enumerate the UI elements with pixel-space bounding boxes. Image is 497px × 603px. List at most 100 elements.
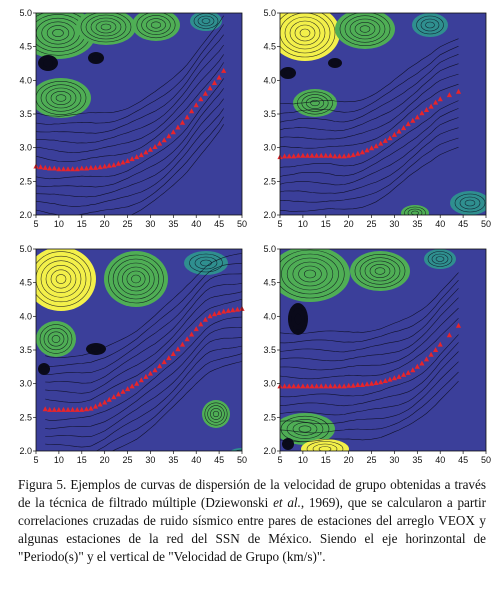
x-tick-40: 40 [435, 455, 445, 465]
y-tick-3.0: 3.0 [19, 143, 32, 153]
marker-1-22 [378, 140, 384, 146]
marker-1-24 [387, 135, 393, 141]
marker-0-23 [138, 152, 144, 158]
marker-3-36 [446, 332, 452, 338]
y-tick-4.0: 4.0 [19, 75, 32, 85]
x-tick-40: 40 [191, 219, 201, 229]
marker-0-39 [211, 80, 218, 85]
marker-2-41 [230, 307, 236, 313]
marker-3-2 [286, 383, 292, 389]
marker-1-13 [336, 153, 343, 159]
marker-1-16 [350, 152, 356, 158]
chart-bottom-right: 5 10 15 20 25 30 35 40 45 50 2.0 2.5 3.0 3.5 4.0 4.5 5.0 [263, 244, 491, 465]
y-tick-3.0: 3.0 [19, 379, 32, 389]
marker-1-20 [369, 145, 375, 151]
marker-0-26 [152, 144, 158, 149]
figure-caption: Figura 5. Ejemplos de curvas de dispersi… [18, 476, 486, 566]
marker-0-32 [179, 119, 186, 125]
contour-field [280, 249, 486, 451]
marker-2-21 [138, 377, 144, 383]
marker-0-25 [147, 146, 153, 152]
y-tick-3.0: 3.0 [263, 379, 276, 389]
marker-1-29 [410, 117, 416, 123]
marker-1-23 [382, 137, 388, 143]
chart-bottom-left: 5 10 15 20 25 30 35 40 45 50 2.0 2.5 3.0 3.5 4.0 4.5 5.0 [19, 244, 247, 465]
chart-top-right: 5 10 15 20 25 30 35 40 45 50 2.0 2.5 3.0 3.5 4.0 4.5 5.0 [263, 8, 491, 229]
marker-2-3 [56, 406, 62, 412]
marker-3-21 [373, 380, 379, 385]
marker-2-5 [65, 406, 71, 412]
marker-2-35 [202, 316, 208, 322]
marker-3-13 [336, 383, 343, 389]
y-tick-4.5: 4.5 [263, 278, 276, 288]
marker-2-14 [106, 396, 112, 402]
x-tick-20: 20 [100, 455, 110, 465]
x-tick-50: 50 [237, 219, 247, 229]
y-tick-2.0: 2.0 [263, 446, 276, 456]
panel-top-right: 5 10 15 20 25 30 35 40 45 50 2.0 2.5 3.0 3.5 4.0 4.5 5.0 [254, 7, 494, 235]
marker-2-20 [134, 380, 140, 386]
caption-etal: et al. [273, 495, 301, 510]
y-tick-3.5: 3.5 [263, 109, 276, 119]
x-tick-30: 30 [389, 219, 399, 229]
marker-3-10 [323, 383, 329, 389]
x-tick-45: 45 [214, 219, 224, 229]
x-tick-25: 25 [123, 219, 133, 229]
marker-2-32 [189, 331, 195, 337]
marker-1-17 [355, 150, 361, 156]
marker-1-18 [359, 149, 365, 155]
y-tick-2.5: 2.5 [263, 412, 276, 422]
marker-0-11 [83, 165, 89, 171]
marker-3-8 [314, 383, 320, 389]
marker-1-36 [446, 92, 452, 98]
marker-2-42 [234, 306, 240, 312]
y-tick-5.0: 5.0 [19, 244, 32, 254]
x-tick-25: 25 [367, 219, 377, 229]
marker-0-20 [125, 158, 131, 164]
x-tick-35: 35 [168, 455, 178, 465]
y-tick-4.0: 4.0 [263, 75, 276, 85]
marker-2-1 [47, 406, 53, 412]
marker-1-30 [414, 114, 420, 120]
marker-0-33 [184, 114, 190, 120]
marker-3-25 [391, 375, 397, 381]
marker-2-34 [198, 321, 204, 327]
marker-1-8 [314, 152, 320, 158]
marker-1-26 [396, 128, 402, 134]
marker-2-2 [51, 406, 57, 412]
caption-text-1: Figura 5. Ejemplos de curvas de dispersi… [18, 477, 486, 510]
marker-1-7 [309, 152, 315, 158]
marker-3-4 [295, 383, 301, 389]
marker-0-8 [70, 166, 76, 172]
marker-1-9 [318, 152, 324, 158]
x-tick-5: 5 [277, 455, 282, 465]
x-tick-25: 25 [367, 455, 377, 465]
panel-bottom-right: 5 10 15 20 25 30 35 40 45 50 2.0 2.5 3.0 3.5 4.0 4.5 5.0 [254, 243, 494, 471]
y-tick-2.0: 2.0 [263, 210, 276, 220]
x-tick-15: 15 [321, 455, 331, 465]
x-tick-5: 5 [33, 219, 38, 229]
marker-0-16 [106, 162, 112, 168]
marker-1-2 [286, 153, 292, 159]
x-tick-50: 50 [481, 219, 491, 229]
marker-0-21 [129, 156, 135, 162]
x-tick-10: 10 [54, 455, 64, 465]
x-tick-5: 5 [277, 219, 282, 229]
marker-2-33 [193, 326, 199, 332]
marker-2-28 [170, 351, 176, 356]
marker-2-39 [221, 308, 227, 314]
marker-2-37 [211, 311, 218, 317]
x-tick-35: 35 [412, 455, 422, 465]
marker-2-9 [83, 406, 89, 412]
marker-3-17 [355, 382, 361, 387]
x-tick-10: 10 [54, 219, 64, 229]
marker-2-15 [111, 394, 117, 400]
y-tick-3.5: 3.5 [19, 109, 32, 119]
marker-0-34 [189, 108, 195, 114]
marker-1-6 [304, 152, 311, 158]
marker-0-7 [65, 166, 71, 172]
marker-0-15 [102, 163, 108, 169]
marker-1-11 [327, 152, 333, 158]
marker-3-28 [405, 369, 411, 375]
y-tick-5.0: 5.0 [263, 244, 276, 254]
